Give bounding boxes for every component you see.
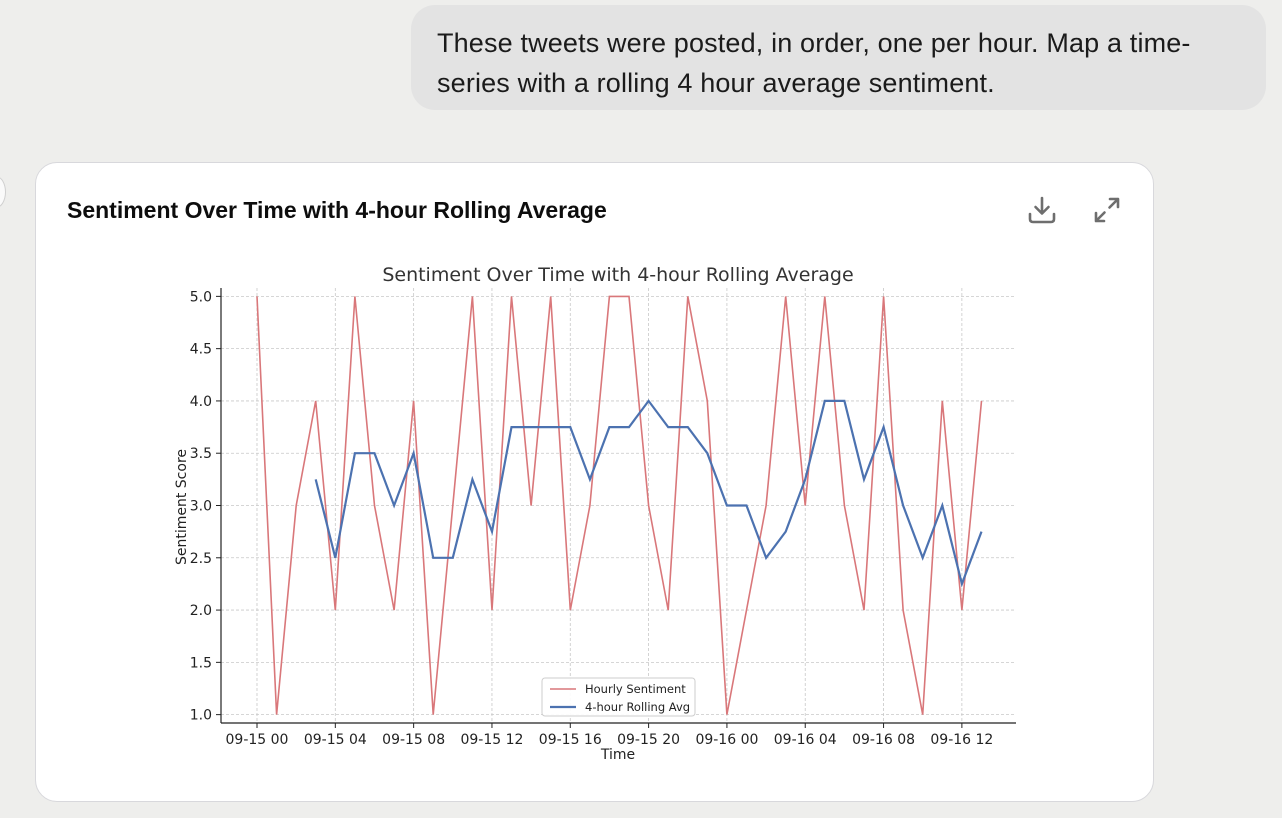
legend-box (541, 677, 696, 717)
x-tick-label: 09-15 16 (539, 732, 602, 748)
x-tick-label: 09-15 08 (382, 732, 445, 748)
download-button[interactable] (1024, 192, 1060, 228)
y-tick-label: 1.0 (190, 708, 212, 724)
y-tick-label: 5.0 (190, 289, 212, 305)
x-tick-label: 09-15 04 (304, 732, 367, 748)
y-tick-label: 4.0 (190, 394, 212, 410)
chart-card: Sentiment Over Time with 4-hour Rolling … (35, 162, 1154, 802)
user-message-bubble: These tweets were posted, in order, one … (411, 5, 1266, 110)
y-tick-label: 4.5 (190, 342, 212, 358)
x-tick-label: 09-16 00 (695, 732, 758, 748)
x-tick-label: 09-16 08 (852, 732, 915, 748)
chart-series (256, 295, 983, 715)
x-tick-label: 09-15 12 (460, 732, 523, 748)
x-tick-label: 09-16 04 (774, 732, 837, 748)
side-marker (0, 176, 6, 208)
expand-button[interactable] (1089, 192, 1125, 228)
y-tick-label: 1.5 (190, 655, 212, 671)
expand-icon (1094, 197, 1120, 223)
legend-label: Hourly Sentiment (585, 682, 686, 696)
chart-axes: 1.0 1.5 2.0 2.5 3.0 3.5 4.0 4.5 5.0 09-15 00 09-15… (190, 288, 1016, 748)
hourly-sentiment-line (256, 295, 983, 715)
x-tick-label: 09-15 00 (226, 732, 289, 748)
user-message-line-1: These tweets were posted, in order, one … (437, 28, 1191, 58)
x-tick-label: 09-16 12 (930, 732, 993, 748)
card-title: Sentiment Over Time with 4-hour Rolling … (67, 197, 607, 223)
y-tick-label: 3.5 (190, 446, 212, 462)
chart-legend: Hourly Sentiment 4-hour Rolling Avg (541, 677, 696, 717)
user-message-line-2: series with a rolling 4 hour average sen… (437, 68, 995, 98)
download-icon (1028, 196, 1056, 224)
y-tick-label: 2.0 (190, 603, 212, 619)
y-tick-label: 2.5 (190, 551, 212, 567)
rolling-average-line (314, 399, 983, 588)
x-axis-label: Time (600, 747, 635, 763)
x-tick-label: 09-15 20 (617, 732, 680, 748)
chart-title: Sentiment Over Time with 4-hour Rolling … (382, 264, 853, 286)
sentiment-chart: Sentiment Over Time with 4-hour Rolling … (174, 264, 1016, 763)
legend-label: 4-hour Rolling Avg (585, 700, 690, 714)
y-axis-label: Sentiment Score (174, 449, 190, 565)
y-tick-label: 3.0 (190, 499, 212, 515)
